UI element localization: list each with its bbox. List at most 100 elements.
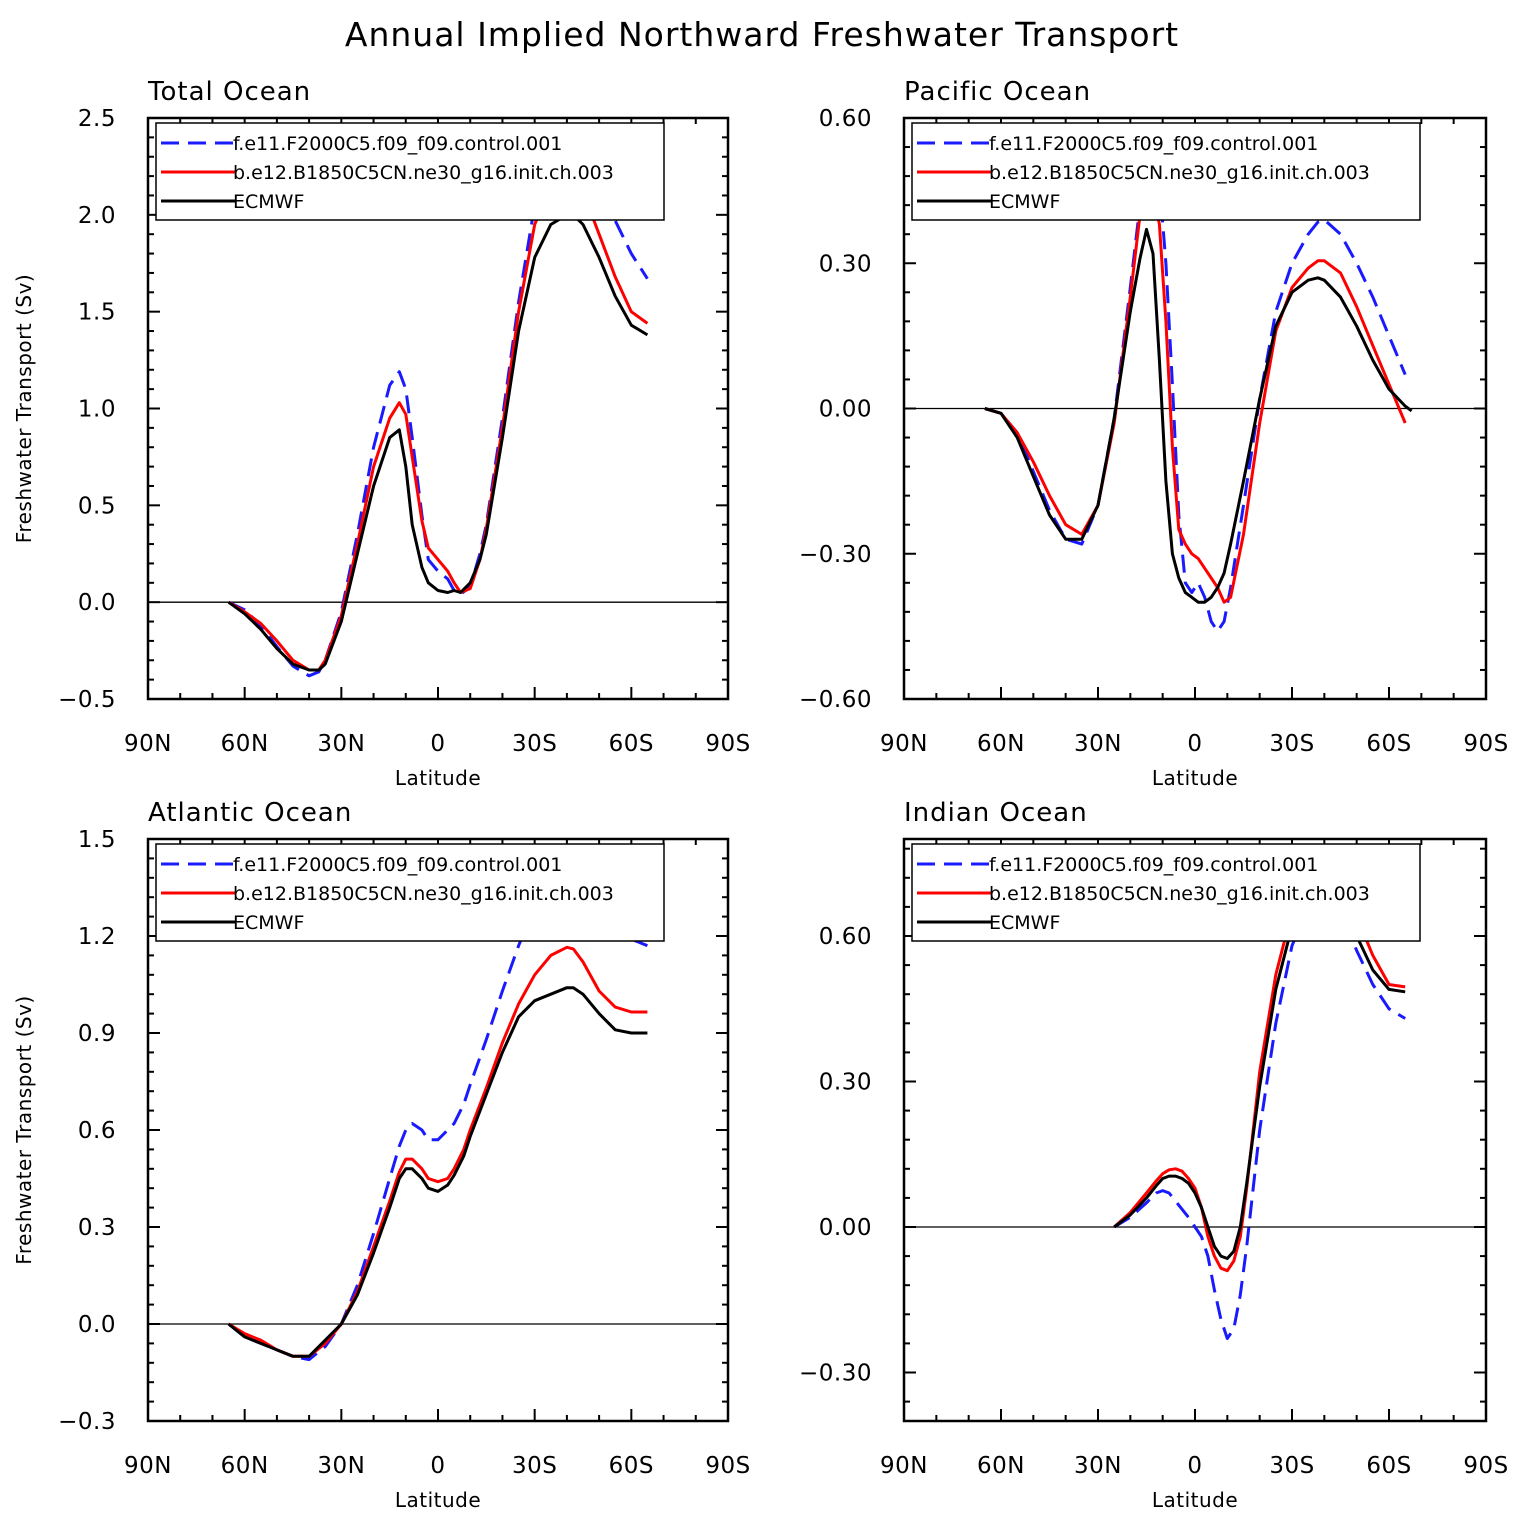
y-tick-label: −0.5 xyxy=(58,687,116,713)
y-tick-label: 1.2 xyxy=(78,924,116,950)
x-tick-label: 60S xyxy=(1366,1453,1411,1479)
x-tick-label: 90N xyxy=(880,731,928,757)
x-tick-label: 30S xyxy=(1269,1453,1314,1479)
legend: f.e11.F2000C5.f09_f09.control.001 b.e12.B… xyxy=(155,122,665,221)
x-tick-label: 90N xyxy=(880,1453,928,1479)
legend: f.e11.F2000C5.f09_f09.control.001 b.e12.B… xyxy=(155,843,665,942)
x-tick-label: 60S xyxy=(1366,731,1411,757)
y-tick-label: 2.0 xyxy=(78,203,116,229)
x-tick-label: 0 xyxy=(430,731,445,757)
panel-title: Total Ocean xyxy=(147,77,311,107)
legend-box xyxy=(155,122,665,221)
x-tick-label: 30N xyxy=(1074,731,1122,757)
legend-label: f.e11.F2000C5.f09_f09.control.001 xyxy=(989,854,1318,876)
x-axis-label: Latitude xyxy=(1152,1488,1238,1512)
series-line-2 xyxy=(984,227,1413,604)
series-line-2 xyxy=(227,986,648,1358)
panel-title: Pacific Ocean xyxy=(904,77,1091,107)
y-tick-label: −0.30 xyxy=(799,542,872,568)
panel-title: Atlantic Ocean xyxy=(148,798,352,828)
legend: f.e11.F2000C5.f09_f09.control.001 b.e12.B… xyxy=(911,843,1421,942)
x-tick-label: 30S xyxy=(512,1453,557,1479)
legend-box xyxy=(911,843,1421,942)
y-tick-label: −0.30 xyxy=(799,1361,872,1387)
series-line-1 xyxy=(227,170,649,672)
y-tick-label: 0.0 xyxy=(78,590,116,616)
y-tick-label: 1.5 xyxy=(78,300,116,326)
legend-label: f.e11.F2000C5.f09_f09.control.001 xyxy=(233,854,562,876)
series-line-1 xyxy=(227,945,648,1358)
x-tick-label: 0 xyxy=(430,1453,445,1479)
panel-title: Indian Ocean xyxy=(904,798,1088,828)
x-tick-label: 30N xyxy=(1074,1453,1122,1479)
x-tick-label: 90N xyxy=(124,1453,172,1479)
legend-label: b.e12.B1850C5CN.ne30_g16.init.ch.003 xyxy=(989,162,1370,184)
y-tick-label: 0.00 xyxy=(819,1215,872,1241)
legend-label: f.e11.F2000C5.f09_f09.control.001 xyxy=(233,133,562,155)
y-axis-label: Freshwater Transport (Sv) xyxy=(12,995,36,1264)
y-tick-label: 0.30 xyxy=(819,1070,872,1096)
x-tick-label: 90S xyxy=(1463,731,1508,757)
legend-box xyxy=(911,122,1421,221)
series-line-0 xyxy=(1113,890,1406,1340)
x-tick-label: 60N xyxy=(221,1453,269,1479)
legend-label: f.e11.F2000C5.f09_f09.control.001 xyxy=(989,133,1318,155)
series-line-1 xyxy=(984,189,1407,604)
chart-panel-1: Pacific Ocean 90N 60N 30N 0 30S 60S 90S −0.60 −0.… xyxy=(799,77,1508,790)
chart-panels: Total Ocean 90N 60N 30N 0 30S 60S 90S −0.5 0.0 0.5… xyxy=(12,77,1508,1512)
x-axis-label: Latitude xyxy=(395,1488,481,1512)
y-tick-label: 0.6 xyxy=(78,1118,116,1144)
x-tick-label: 90S xyxy=(705,731,750,757)
y-tick-label: 0.0 xyxy=(78,1312,116,1338)
legend-label: ECMWF xyxy=(233,912,304,934)
x-tick-label: 90S xyxy=(1463,1453,1508,1479)
legend-label: ECMWF xyxy=(233,191,304,213)
y-tick-label: 0.00 xyxy=(819,397,872,423)
plot-frame xyxy=(902,116,1488,701)
x-tick-label: 60N xyxy=(977,731,1025,757)
chart-panel-3: Indian Ocean 90N 60N 30N 0 30S 60S 90S −0.30 0.00… xyxy=(799,798,1508,1512)
series-line-0 xyxy=(227,873,648,1362)
y-tick-label: −0.60 xyxy=(799,687,872,713)
y-tick-label: 0.30 xyxy=(819,251,872,277)
y-tick-label: 2.5 xyxy=(78,106,116,132)
y-tick-label: 1.5 xyxy=(78,827,116,853)
y-tick-label: 0.5 xyxy=(78,493,116,519)
x-tick-label: 30N xyxy=(317,1453,365,1479)
y-tick-label: 0.60 xyxy=(819,924,872,950)
y-tick-label: −0.3 xyxy=(58,1409,116,1435)
x-tick-label: 0 xyxy=(1187,1453,1202,1479)
legend-label: ECMWF xyxy=(989,191,1060,213)
x-tick-label: 60S xyxy=(609,731,654,757)
x-tick-label: 0 xyxy=(1187,731,1202,757)
legend-label: b.e12.B1850C5CN.ne30_g16.init.ch.003 xyxy=(989,883,1370,905)
plot-frame xyxy=(146,116,730,701)
legend-box xyxy=(155,843,665,942)
x-axis-label: Latitude xyxy=(1152,766,1238,790)
plot-frame xyxy=(902,837,1488,1423)
x-tick-label: 60S xyxy=(609,1453,654,1479)
x-tick-label: 60N xyxy=(977,1453,1025,1479)
x-tick-label: 90N xyxy=(124,731,172,757)
x-tick-label: 30S xyxy=(1269,731,1314,757)
x-tick-label: 30S xyxy=(512,731,557,757)
chart-panel-0: Total Ocean 90N 60N 30N 0 30S 60S 90S −0.5 0.0 0.5… xyxy=(12,77,750,790)
figure-title: Annual Implied Northward Freshwater Tran… xyxy=(345,15,1179,54)
x-tick-label: 90S xyxy=(705,1453,750,1479)
y-tick-label: 0.9 xyxy=(78,1021,116,1047)
chart-panel-2: Atlantic Ocean 90N 60N 30N 0 30S 60S 90S −0.3 0.0… xyxy=(12,798,750,1512)
y-tick-label: 0.60 xyxy=(819,106,872,132)
legend: f.e11.F2000C5.f09_f09.control.001 b.e12.B… xyxy=(911,122,1421,221)
y-axis-label: Freshwater Transport (Sv) xyxy=(12,274,36,543)
legend-label: b.e12.B1850C5CN.ne30_g16.init.ch.003 xyxy=(233,162,614,184)
series-line-0 xyxy=(984,155,1407,633)
y-tick-label: 1.0 xyxy=(78,397,116,423)
legend-label: ECMWF xyxy=(989,912,1060,934)
y-tick-label: 0.3 xyxy=(78,1215,116,1241)
plot-frame xyxy=(146,837,730,1423)
x-tick-label: 60N xyxy=(221,731,269,757)
legend-label: b.e12.B1850C5CN.ne30_g16.init.ch.003 xyxy=(233,883,614,905)
x-tick-label: 30N xyxy=(317,731,365,757)
x-axis-label: Latitude xyxy=(395,766,481,790)
